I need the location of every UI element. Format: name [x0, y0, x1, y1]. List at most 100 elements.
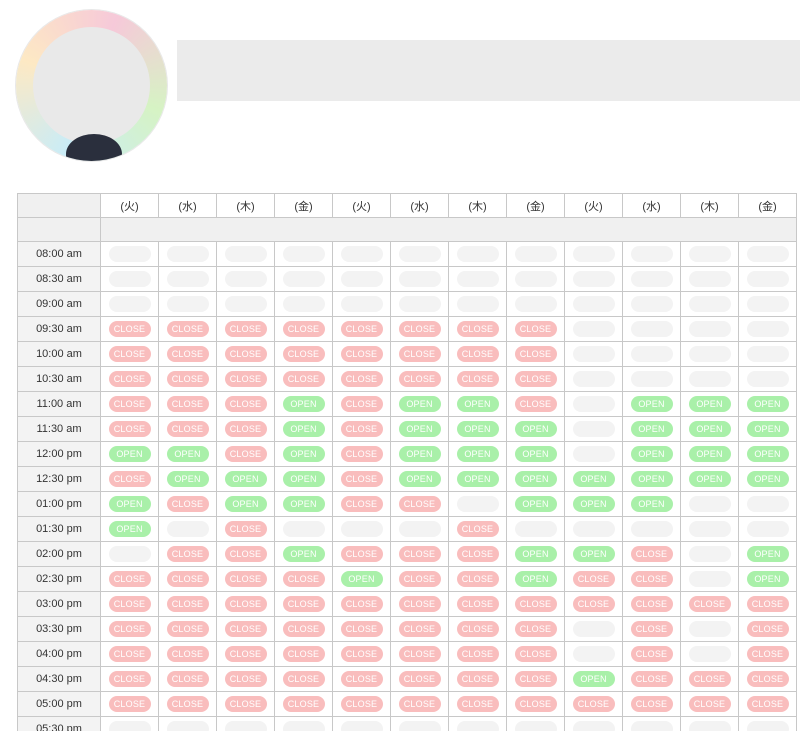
open-status-button[interactable]: OPEN — [398, 471, 441, 487]
time-slot-row: 04:00 pm CLOSE CLOSE CLOSE CLOSE CLOSE CLOSE CL… — [17, 641, 797, 667]
open-status-button[interactable]: OPEN — [166, 471, 209, 487]
open-status-button[interactable]: OPEN — [108, 446, 151, 462]
open-status-button[interactable]: OPEN — [282, 446, 325, 462]
empty-slot-badge — [108, 271, 151, 287]
open-status-button[interactable]: OPEN — [572, 496, 615, 512]
open-status-button[interactable]: OPEN — [398, 421, 441, 437]
open-status-button[interactable]: OPEN — [572, 471, 615, 487]
open-status-button[interactable]: OPEN — [514, 571, 557, 587]
empty-slot-badge — [398, 521, 441, 537]
open-status-button[interactable]: OPEN — [572, 546, 615, 562]
avatar-photo-placeholder — [33, 27, 150, 144]
open-status-button[interactable]: OPEN — [746, 446, 789, 462]
slot-cell — [622, 291, 681, 317]
open-status-button[interactable]: OPEN — [630, 396, 673, 412]
open-status-button[interactable]: OPEN — [746, 546, 789, 562]
day-header: (木) — [448, 193, 507, 218]
slot-cell — [738, 241, 797, 267]
slot-cell — [216, 241, 275, 267]
slot-cell: OPEN — [738, 566, 797, 592]
open-status-button[interactable]: OPEN — [746, 421, 789, 437]
slot-cell: CLOSE — [158, 541, 217, 567]
open-status-button[interactable]: OPEN — [340, 571, 383, 587]
empty-slot-badge — [746, 321, 789, 337]
close-status-badge: CLOSE — [398, 571, 441, 587]
open-status-button[interactable]: OPEN — [688, 471, 731, 487]
open-status-button[interactable]: OPEN — [282, 496, 325, 512]
slot-cell: OPEN — [448, 466, 507, 492]
open-status-button[interactable]: OPEN — [688, 446, 731, 462]
slot-cell: CLOSE — [622, 566, 681, 592]
empty-slot-badge — [340, 246, 383, 262]
open-status-button[interactable]: OPEN — [746, 396, 789, 412]
open-status-button[interactable]: OPEN — [746, 571, 789, 587]
open-status-button[interactable]: OPEN — [456, 471, 499, 487]
slot-cell: CLOSE — [332, 616, 391, 642]
open-status-button[interactable]: OPEN — [514, 421, 557, 437]
open-status-button[interactable]: OPEN — [282, 396, 325, 412]
open-status-button[interactable]: OPEN — [282, 421, 325, 437]
open-status-button[interactable]: OPEN — [108, 496, 151, 512]
slot-cell: CLOSE — [332, 491, 391, 517]
open-status-button[interactable]: OPEN — [514, 446, 557, 462]
time-slot-row: 10:00 am CLOSE CLOSE CLOSE CLOSE CLOSE CLOSE CL… — [17, 341, 797, 367]
open-status-button[interactable]: OPEN — [456, 396, 499, 412]
open-status-button[interactable]: OPEN — [688, 421, 731, 437]
slot-cell: OPEN — [622, 441, 681, 467]
open-status-button[interactable]: OPEN — [224, 496, 267, 512]
close-status-badge: CLOSE — [398, 496, 441, 512]
open-status-button[interactable]: OPEN — [630, 446, 673, 462]
slot-cell: OPEN — [680, 391, 739, 417]
open-status-button[interactable]: OPEN — [630, 496, 673, 512]
empty-slot-badge — [456, 496, 499, 512]
open-status-button[interactable]: OPEN — [514, 471, 557, 487]
empty-slot-badge — [224, 721, 267, 731]
empty-slot-badge — [456, 296, 499, 312]
empty-slot-badge — [456, 246, 499, 262]
open-status-button[interactable]: OPEN — [282, 471, 325, 487]
open-status-button[interactable]: OPEN — [166, 446, 209, 462]
slot-cell: CLOSE — [506, 591, 565, 617]
slot-cell: CLOSE — [100, 341, 159, 367]
close-status-badge: CLOSE — [514, 646, 557, 662]
slot-cell — [216, 291, 275, 317]
open-status-button[interactable]: OPEN — [630, 421, 673, 437]
empty-slot-badge — [688, 321, 731, 337]
close-status-badge: CLOSE — [746, 671, 789, 687]
open-status-button[interactable]: OPEN — [282, 546, 325, 562]
open-status-button[interactable]: OPEN — [398, 446, 441, 462]
empty-slot-badge — [282, 271, 325, 287]
slot-cell: OPEN — [506, 566, 565, 592]
empty-slot-badge — [340, 721, 383, 731]
close-status-badge: CLOSE — [340, 696, 383, 712]
open-status-button[interactable]: OPEN — [630, 471, 673, 487]
slot-cell — [506, 291, 565, 317]
close-status-badge: CLOSE — [340, 671, 383, 687]
open-status-button[interactable]: OPEN — [456, 446, 499, 462]
empty-slot-badge — [688, 646, 731, 662]
slot-cell — [506, 241, 565, 267]
day-header: (金) — [738, 193, 797, 218]
close-status-badge: CLOSE — [572, 696, 615, 712]
open-status-button[interactable]: OPEN — [688, 396, 731, 412]
open-status-button[interactable]: OPEN — [572, 671, 615, 687]
slot-cell — [564, 266, 623, 292]
empty-slot-badge — [688, 546, 731, 562]
close-status-badge: CLOSE — [398, 371, 441, 387]
open-status-button[interactable]: OPEN — [746, 471, 789, 487]
close-status-badge: CLOSE — [398, 646, 441, 662]
open-status-button[interactable]: OPEN — [108, 521, 151, 537]
slot-cell: OPEN — [564, 541, 623, 567]
empty-slot-badge — [398, 296, 441, 312]
open-status-button[interactable]: OPEN — [514, 546, 557, 562]
open-status-button[interactable]: OPEN — [514, 496, 557, 512]
close-status-badge: CLOSE — [514, 596, 557, 612]
open-status-button[interactable]: OPEN — [224, 471, 267, 487]
slot-cell: OPEN — [216, 491, 275, 517]
slot-cell: OPEN — [100, 491, 159, 517]
close-status-badge: CLOSE — [398, 621, 441, 637]
open-status-button[interactable]: OPEN — [398, 396, 441, 412]
slot-cell — [564, 716, 623, 731]
close-status-badge: CLOSE — [166, 321, 209, 337]
open-status-button[interactable]: OPEN — [456, 421, 499, 437]
